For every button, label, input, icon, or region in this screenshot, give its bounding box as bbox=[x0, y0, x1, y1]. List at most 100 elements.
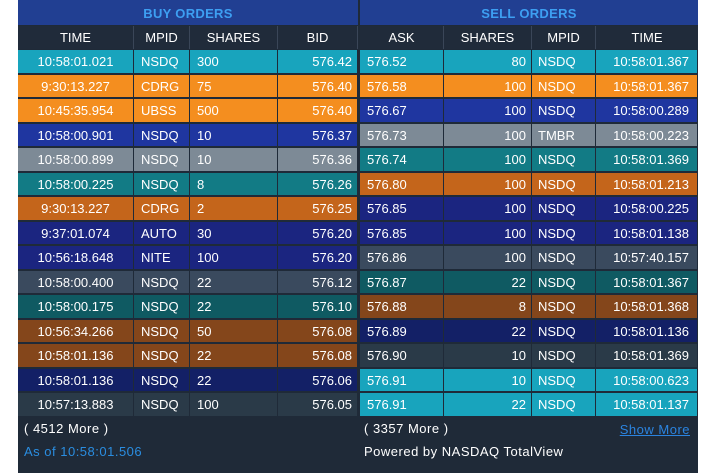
buy-mpid-cell: NSDQ bbox=[134, 393, 190, 417]
ask-price-cell: 576.86 bbox=[360, 246, 444, 270]
sell-shares-cell: 22 bbox=[444, 270, 532, 294]
buy-time-cell: 9:30:13.227 bbox=[18, 74, 134, 98]
sell-shares-cell: 100 bbox=[444, 197, 532, 221]
buy-column-headers: TIME MPID SHARES BID bbox=[18, 26, 358, 49]
sell-order-row: 576.74 100 NSDQ 10:58:01.369 bbox=[360, 148, 698, 173]
bid-price-cell: 576.36 bbox=[278, 148, 358, 172]
sell-mpid-cell: TMBR bbox=[532, 123, 596, 147]
sell-order-row: 576.67 100 NSDQ 10:58:00.289 bbox=[360, 99, 698, 124]
sell-order-row: 576.85 100 NSDQ 10:58:00.225 bbox=[360, 197, 698, 222]
buy-orders-table: 10:58:01.021 NSDQ 300 576.42 9:30:13.227 CDRG… bbox=[18, 50, 358, 418]
sell-time-cell: 10:58:00.289 bbox=[596, 99, 698, 123]
buy-order-row: 9:37:01.074 AUTO 30 576.20 bbox=[18, 221, 358, 247]
sell-shares-cell: 100 bbox=[444, 99, 532, 123]
sell-time-cell: 10:58:01.367 bbox=[596, 50, 698, 74]
ask-price-cell: 576.90 bbox=[360, 344, 444, 368]
bid-price-cell: 576.37 bbox=[278, 123, 358, 147]
sell-order-row: 576.85 100 NSDQ 10:58:01.138 bbox=[360, 221, 698, 247]
buy-mpid-cell: NSDQ bbox=[134, 368, 190, 392]
sell-shares-cell: 10 bbox=[444, 368, 532, 392]
sell-shares-cell: 100 bbox=[444, 246, 532, 270]
sell-time-cell: 10:58:01.367 bbox=[596, 74, 698, 98]
buy-order-row: 10:58:01.136 NSDQ 22 576.08 bbox=[18, 344, 358, 369]
buy-time-cell: 10:58:01.136 bbox=[18, 344, 134, 368]
sell-shares-cell: 8 bbox=[444, 295, 532, 319]
sell-shares-cell: 100 bbox=[444, 74, 532, 98]
buy-order-row: 10:58:00.225 NSDQ 8 576.26 bbox=[18, 172, 358, 198]
buy-mpid-cell: CDRG bbox=[134, 74, 190, 98]
sell-orders-table: 576.52 80 NSDQ 10:58:01.367 576.58 100 NSDQ 10:… bbox=[360, 50, 698, 418]
buy-time-cell: 10:58:00.225 bbox=[18, 172, 134, 196]
sell-time-column-header: TIME bbox=[596, 26, 698, 49]
sell-shares-cell: 100 bbox=[444, 221, 532, 245]
buy-order-row: 10:58:00.899 NSDQ 10 576.36 bbox=[18, 148, 358, 173]
bid-price-cell: 576.40 bbox=[278, 99, 358, 123]
ask-price-cell: 576.91 bbox=[360, 393, 444, 417]
ask-price-cell: 576.80 bbox=[360, 172, 444, 196]
ask-column-header: ASK bbox=[360, 26, 444, 49]
sell-more-count: ( 3357 More ) bbox=[364, 421, 449, 436]
sell-shares-cell: 22 bbox=[444, 393, 532, 417]
buy-time-cell: 10:57:13.883 bbox=[18, 393, 134, 417]
buy-shares-cell: 10 bbox=[190, 148, 278, 172]
ask-price-cell: 576.85 bbox=[360, 221, 444, 245]
bid-price-cell: 576.40 bbox=[278, 74, 358, 98]
sell-order-row: 576.89 22 NSDQ 10:58:01.136 bbox=[360, 319, 698, 345]
sell-orders-title: SELL ORDERS bbox=[481, 6, 577, 21]
sell-shares-cell: 100 bbox=[444, 148, 532, 172]
ask-price-cell: 576.88 bbox=[360, 295, 444, 319]
sell-order-row: 576.80 100 NSDQ 10:58:01.213 bbox=[360, 172, 698, 198]
sell-time-cell: 10:58:01.369 bbox=[596, 148, 698, 172]
buy-order-row: 9:30:13.227 CDRG 75 576.40 bbox=[18, 74, 358, 100]
ask-price-cell: 576.89 bbox=[360, 319, 444, 343]
buy-mpid-cell: AUTO bbox=[134, 221, 190, 245]
show-more-link[interactable]: Show More bbox=[619, 422, 690, 437]
buy-time-column-header: TIME bbox=[18, 26, 134, 49]
buy-time-cell: 9:37:01.074 bbox=[18, 221, 134, 245]
buy-order-row: 10:58:01.021 NSDQ 300 576.42 bbox=[18, 50, 358, 75]
sell-mpid-cell: NSDQ bbox=[532, 99, 596, 123]
sell-time-cell: 10:58:01.137 bbox=[596, 393, 698, 417]
sell-shares-column-header: SHARES bbox=[444, 26, 532, 49]
bid-price-cell: 576.05 bbox=[278, 393, 358, 417]
buy-order-row: 10:57:13.883 NSDQ 100 576.05 bbox=[18, 393, 358, 418]
sell-mpid-cell: NSDQ bbox=[532, 148, 596, 172]
sell-time-cell: 10:58:01.213 bbox=[596, 172, 698, 196]
sell-order-row: 576.58 100 NSDQ 10:58:01.367 bbox=[360, 74, 698, 100]
bid-price-cell: 576.20 bbox=[278, 221, 358, 245]
ask-price-cell: 576.58 bbox=[360, 74, 444, 98]
buy-shares-cell: 75 bbox=[190, 74, 278, 98]
sell-mpid-cell: NSDQ bbox=[532, 393, 596, 417]
buy-mpid-cell: CDRG bbox=[134, 197, 190, 221]
sell-order-row: 576.87 22 NSDQ 10:58:01.367 bbox=[360, 270, 698, 296]
buy-time-cell: 9:30:13.227 bbox=[18, 197, 134, 221]
sell-shares-cell: 22 bbox=[444, 319, 532, 343]
buy-shares-cell: 300 bbox=[190, 50, 278, 74]
bid-price-cell: 576.25 bbox=[278, 197, 358, 221]
buy-orders-header: BUY ORDERS bbox=[18, 0, 358, 25]
buy-mpid-cell: NSDQ bbox=[134, 172, 190, 196]
sell-mpid-cell: NSDQ bbox=[532, 319, 596, 343]
sell-mpid-cell: NSDQ bbox=[532, 74, 596, 98]
buy-time-cell: 10:58:00.901 bbox=[18, 123, 134, 147]
sell-mpid-cell: NSDQ bbox=[532, 172, 596, 196]
sell-shares-cell: 80 bbox=[444, 50, 532, 74]
sell-time-cell: 10:58:00.223 bbox=[596, 123, 698, 147]
buy-time-cell: 10:58:00.175 bbox=[18, 295, 134, 319]
sell-order-row: 576.90 10 NSDQ 10:58:01.369 bbox=[360, 344, 698, 369]
buy-mpid-column-header: MPID bbox=[134, 26, 190, 49]
buy-shares-cell: 8 bbox=[190, 172, 278, 196]
sell-order-row: 576.91 10 NSDQ 10:58:00.623 bbox=[360, 368, 698, 394]
powered-by-label: Powered by NASDAQ TotalView bbox=[364, 444, 564, 459]
ask-price-cell: 576.52 bbox=[360, 50, 444, 74]
sell-order-row: 576.88 8 NSDQ 10:58:01.368 bbox=[360, 295, 698, 320]
buy-order-row: 10:45:35.954 UBSS 500 576.40 bbox=[18, 99, 358, 124]
buy-mpid-cell: NSDQ bbox=[134, 295, 190, 319]
bid-price-cell: 576.42 bbox=[278, 50, 358, 74]
sell-orders-header: SELL ORDERS bbox=[360, 0, 698, 25]
ask-price-cell: 576.87 bbox=[360, 270, 444, 294]
sell-mpid-column-header: MPID bbox=[532, 26, 596, 49]
buy-order-row: 9:30:13.227 CDRG 2 576.25 bbox=[18, 197, 358, 222]
buy-orders-title: BUY ORDERS bbox=[143, 6, 233, 21]
sell-mpid-cell: NSDQ bbox=[532, 221, 596, 245]
